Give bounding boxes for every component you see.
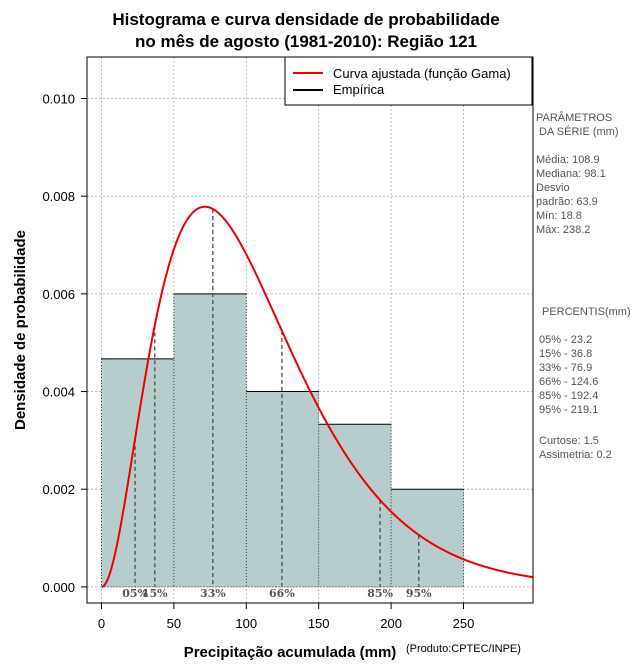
y-axis-label: Densidade de probabilidade [12,230,29,430]
x-tick-label-4: 200 [380,616,402,631]
y-tick-label-3: 0.006 [42,287,75,302]
x-tick-label-2: 100 [235,616,257,631]
histogram-bar-0 [101,358,174,587]
stat-stddev-line-2: padrão: 63.9 [536,196,598,208]
x-tick-label-3: 150 [308,616,330,631]
stat-kurtosis: Curtose: 1.5 [539,435,599,447]
y-axis-ticks: 0.000 0.002 0.004 0.006 0.008 0.010 [42,92,87,595]
histogram-bar-1 [173,293,247,587]
histogram-bars [101,293,464,588]
percentile-label-05%: 05% [122,587,148,600]
legend-label-empirical: Empírica [333,82,385,97]
percentil-85: 85% - 192.4 [539,390,598,402]
params-title-line-2: DA SÉRIE (mm) [536,125,619,138]
stat-max: Máx: 238.2 [536,224,590,236]
percentil-33: 33% - 76.9 [539,362,592,374]
params-title-line-1: PARÂMETROS [536,111,612,124]
histogram-bar-4 [391,489,464,587]
x-tick-label-5: 250 [453,616,475,631]
percentis-title: PERCENTIS(mm) [542,306,631,318]
x-axis-label: Precipitação acumulada (mm) [184,644,397,660]
gamma-curve-layer [101,205,534,588]
x-tick-label-1: 50 [167,616,181,631]
percentile-label-15%: 15% [142,587,168,600]
histogram-bar-3 [318,424,392,587]
percentiles-panel: PERCENTIS(mm) 05% - 23.2 15% - 36.8 33% … [539,306,631,461]
stat-skewness: Assimetria: 0.2 [539,449,612,461]
series-parameters-panel: PARÂMETROS DA SÉRIE (mm) Média: 108.9 Me… [536,111,619,236]
y-tick-label-1: 0.002 [42,482,75,497]
percentile-label-85%: 85% [367,587,393,600]
legend-label-curve: Curva ajustada (função Gama) [333,66,511,81]
stat-median: Mediana: 98.1 [536,168,606,180]
stat-stddev-line-1: Desvio [536,182,570,194]
y-tick-label-5: 0.010 [42,92,75,107]
y-tick-label-2: 0.004 [42,385,75,400]
stat-min: Mín: 18.8 [536,210,582,222]
stat-mean: Média: 108.9 [536,154,600,166]
gamma-fit-curve [101,205,534,588]
percentile-label-95%: 95% [406,587,432,600]
percentil-05: 05% - 23.2 [539,334,592,346]
chart-title-line-2: no mês de agosto (1981-2010): Região 121 [135,32,477,51]
percentil-15: 15% - 36.8 [539,348,592,360]
percentile-lines [134,208,420,587]
percentil-95: 95% - 219.1 [539,404,598,416]
product-credit: (Produto:CPTEC/INPE) [406,643,521,655]
x-axis-ticks: 0 50 100 150 200 250 [98,603,474,631]
percentile-label-66%: 66% [269,587,295,600]
percentile-label-33%: 33% [200,587,226,600]
x-tick-label-0: 0 [98,616,105,631]
percentil-66: 66% - 124.6 [539,376,598,388]
legend-box [284,56,533,106]
legend: Curva ajustada (função Gama) Empírica [284,56,533,106]
y-tick-label-4: 0.008 [42,189,75,204]
y-tick-label-0: 0.000 [42,580,75,595]
chart-title-line-1: Histograma e curva densidade de probabil… [112,10,499,29]
percentile-labels: 05%15% 33% 66% 85% 95% [122,587,432,600]
